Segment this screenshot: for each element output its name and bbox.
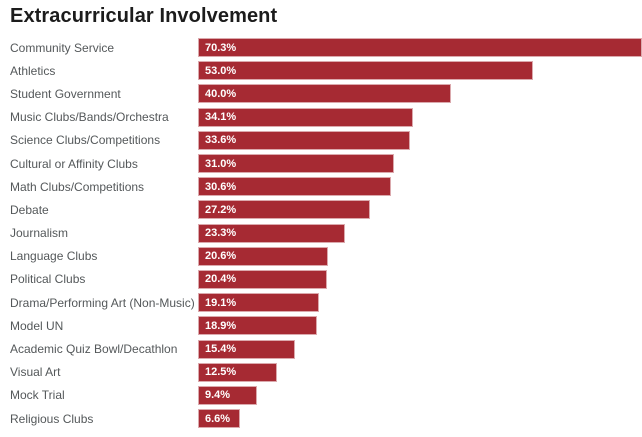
chart-row: Model UN 18.9%	[0, 314, 642, 337]
category-label: Student Government	[10, 86, 121, 101]
bar: 23.3%	[198, 223, 346, 243]
value-label: 20.6%	[205, 250, 237, 263]
bar: 27.2%	[198, 200, 370, 220]
category-label: Athletics	[10, 63, 56, 78]
chart-row: Mock Trial 9.4%	[0, 384, 642, 407]
value-label: 9.4%	[205, 389, 231, 402]
bar-chart-rows: Community Service 70.3% Athletics 53.0% Stud…	[0, 36, 642, 430]
value-label: 34.1%	[205, 111, 237, 124]
category-label: Community Service	[10, 40, 115, 55]
bar-track: 19.1%	[198, 293, 642, 313]
chart-row: Drama/Performing Art (Non-Music) 19.1%	[0, 291, 642, 314]
bar-track: 70.3%	[198, 38, 642, 58]
bar: 40.0%	[198, 84, 451, 104]
category-label: Science Clubs/Competitions	[10, 133, 161, 148]
bar: 70.3%	[198, 38, 642, 58]
chart-row: Science Clubs/Competitions 33.6%	[0, 129, 642, 152]
value-label: 53.0%	[205, 64, 237, 77]
chart-row: Academic Quiz Bowl/Decathlon 15.4%	[0, 337, 642, 360]
value-label: 6.6%	[205, 412, 231, 425]
category-label: Math Clubs/Competitions	[10, 179, 145, 194]
value-label: 18.9%	[205, 319, 237, 332]
bar: 6.6%	[198, 409, 240, 429]
bar-track: 34.1%	[198, 107, 642, 127]
bar-track: 6.6%	[198, 409, 642, 429]
bar-track: 20.4%	[198, 269, 642, 289]
chart-title: Extracurricular Involvement	[10, 5, 278, 27]
category-label: Mock Trial	[10, 388, 65, 403]
bar-track: 33.6%	[198, 130, 642, 150]
bar: 15.4%	[198, 339, 296, 359]
bar: 53.0%	[198, 61, 533, 81]
bar: 20.6%	[198, 246, 329, 266]
chart-row: Math Clubs/Competitions 30.6%	[0, 175, 642, 198]
bar-track: 9.4%	[198, 385, 642, 405]
category-label: Drama/Performing Art (Non-Music)	[10, 295, 195, 310]
bar-track: 20.6%	[198, 246, 642, 266]
bar-track: 18.9%	[198, 316, 642, 336]
value-label: 20.4%	[205, 273, 237, 286]
chart-row: Journalism 23.3%	[0, 222, 642, 245]
bar: 19.1%	[198, 293, 319, 313]
value-label: 12.5%	[205, 366, 237, 379]
value-label: 40.0%	[205, 87, 237, 100]
bar-track: 23.3%	[198, 223, 642, 243]
category-label: Cultural or Affinity Clubs	[10, 156, 138, 171]
value-label: 27.2%	[205, 203, 237, 216]
category-label: Debate	[10, 202, 49, 217]
category-label: Visual Art	[10, 365, 61, 380]
value-label: 33.6%	[205, 134, 237, 147]
value-label: 23.3%	[205, 227, 237, 240]
bar: 9.4%	[198, 385, 258, 405]
bar: 12.5%	[198, 362, 277, 382]
chart-row: Student Government 40.0%	[0, 82, 642, 105]
chart-row: Music Clubs/Bands/Orchestra 34.1%	[0, 106, 642, 129]
chart-row: Debate 27.2%	[0, 198, 642, 221]
bar: 30.6%	[198, 177, 392, 197]
chart-row: Language Clubs 20.6%	[0, 245, 642, 268]
value-label: 19.1%	[205, 296, 237, 309]
bar-track: 12.5%	[198, 362, 642, 382]
bar-track: 31.0%	[198, 154, 642, 174]
bar: 33.6%	[198, 130, 411, 150]
bar: 20.4%	[198, 269, 327, 289]
chart-row: Cultural or Affinity Clubs 31.0%	[0, 152, 642, 175]
chart-row: Religious Clubs 6.6%	[0, 407, 642, 430]
chart-row: Athletics 53.0%	[0, 59, 642, 82]
bar-track: 15.4%	[198, 339, 642, 359]
chart-row: Political Clubs 20.4%	[0, 268, 642, 291]
value-label: 70.3%	[205, 41, 237, 54]
category-label: Journalism	[10, 226, 69, 241]
bar-track: 30.6%	[198, 177, 642, 197]
category-label: Academic Quiz Bowl/Decathlon	[10, 342, 178, 357]
category-label: Religious Clubs	[10, 411, 94, 426]
value-label: 31.0%	[205, 157, 237, 170]
bar-track: 27.2%	[198, 200, 642, 220]
category-label: Model UN	[10, 318, 64, 333]
chart-row: Community Service 70.3%	[0, 36, 642, 59]
category-label: Music Clubs/Bands/Orchestra	[10, 110, 169, 125]
bar: 18.9%	[198, 316, 318, 336]
value-label: 15.4%	[205, 343, 237, 356]
bar-track: 40.0%	[198, 84, 642, 104]
bar: 31.0%	[198, 154, 394, 174]
bar-track: 53.0%	[198, 61, 642, 81]
value-label: 30.6%	[205, 180, 237, 193]
category-label: Political Clubs	[10, 272, 86, 287]
bar: 34.1%	[198, 107, 414, 127]
category-label: Language Clubs	[10, 249, 98, 264]
chart-row: Visual Art 12.5%	[0, 361, 642, 384]
